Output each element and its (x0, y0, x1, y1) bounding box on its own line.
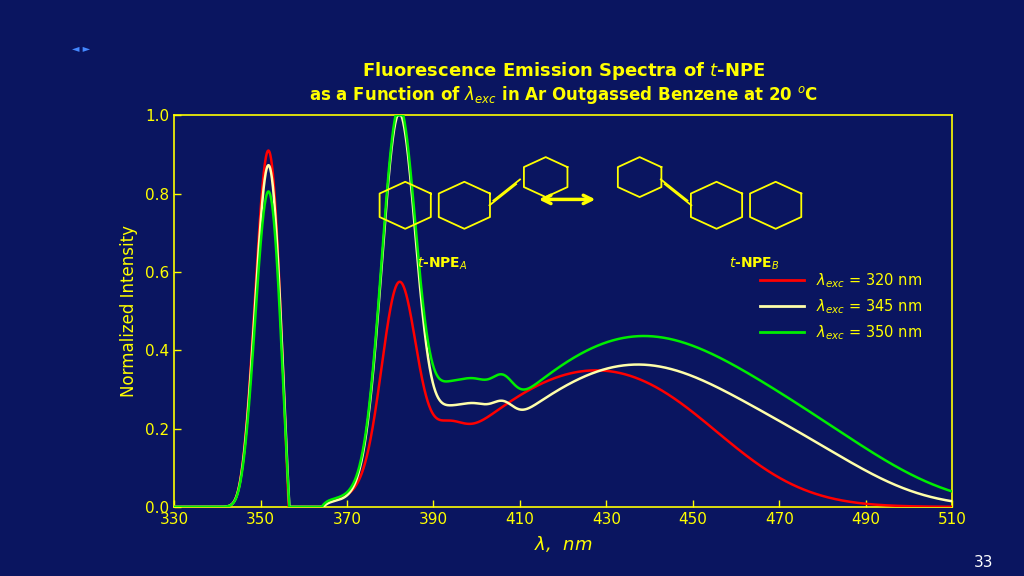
Text: $\mathit{t}$-NPE$_A$: $\mathit{t}$-NPE$_A$ (417, 256, 468, 272)
Y-axis label: Normalized Intensity: Normalized Intensity (120, 225, 138, 397)
Text: ◄ ►: ◄ ► (72, 44, 90, 54)
Text: 33: 33 (974, 555, 993, 570)
Legend: $\lambda_{exc}$ = 320 nm, $\lambda_{exc}$ = 345 nm, $\lambda_{exc}$ = 350 nm: $\lambda_{exc}$ = 320 nm, $\lambda_{exc}… (760, 271, 922, 342)
Text: Fluorescence Emission Spectra of $\mathit{t}$-NPE: Fluorescence Emission Spectra of $\mathi… (361, 60, 765, 82)
X-axis label: $\lambda$,  nm: $\lambda$, nm (535, 534, 592, 554)
Text: as a Function of $\lambda_{exc}$ in Ar Outgassed Benzene at 20 $^{o}$C: as a Function of $\lambda_{exc}$ in Ar O… (308, 84, 818, 105)
Text: $\mathit{t}$-NPE$_B$: $\mathit{t}$-NPE$_B$ (728, 256, 779, 272)
